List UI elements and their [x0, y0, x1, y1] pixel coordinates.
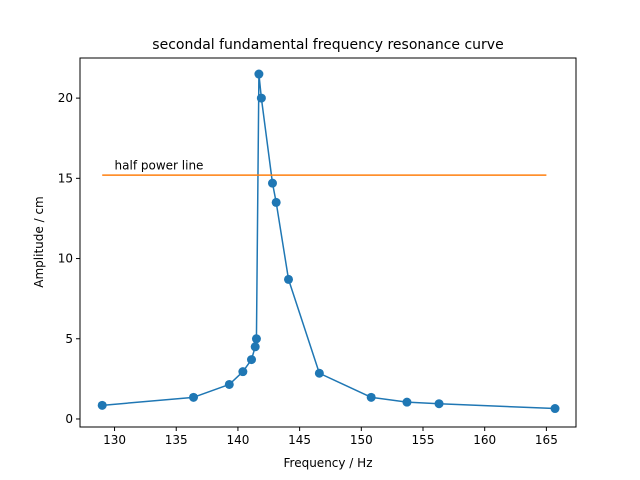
data-point — [189, 392, 199, 402]
data-point — [402, 397, 412, 407]
annotation-layer: half power line — [115, 159, 204, 173]
y-axis-ticks: 0 5 10 15 20 — [58, 91, 80, 426]
x-axis-label: Frequency / Hz — [284, 456, 373, 470]
series-layer — [97, 69, 560, 414]
x-tick-label: 145 — [288, 433, 311, 447]
x-tick-label: 130 — [103, 433, 126, 447]
y-tick-label: 20 — [58, 91, 73, 105]
data-point — [256, 93, 266, 103]
data-point — [250, 342, 260, 352]
chart-title: secondal fundamental frequency resonance… — [152, 37, 503, 53]
half-power-annotation: half power line — [115, 159, 204, 173]
data-point — [314, 368, 324, 378]
data-point — [238, 367, 248, 377]
data-point — [97, 400, 107, 410]
x-tick-label: 140 — [226, 433, 249, 447]
y-tick-label: 15 — [58, 171, 73, 185]
axes-frame — [79, 57, 577, 428]
data-point — [254, 69, 264, 79]
x-tick-label: 155 — [412, 433, 435, 447]
data-point — [434, 399, 444, 409]
data-point — [251, 334, 261, 344]
data-point — [267, 178, 277, 188]
x-tick-label: 150 — [350, 433, 373, 447]
x-tick-label: 135 — [165, 433, 188, 447]
y-tick-label: 10 — [58, 252, 73, 266]
data-point — [550, 404, 560, 414]
data-point — [271, 197, 281, 207]
data-point — [366, 392, 376, 402]
data-point — [284, 274, 294, 284]
data-point — [224, 379, 234, 389]
x-axis-ticks: 130 135 140 145 150 155 160 165 — [103, 427, 558, 447]
y-axis-label: Amplitude / cm — [32, 196, 46, 287]
x-tick-label: 160 — [473, 433, 496, 447]
x-tick-label: 165 — [535, 433, 558, 447]
data-point — [247, 355, 257, 365]
y-tick-label: 0 — [65, 412, 73, 426]
y-tick-label: 5 — [65, 332, 73, 346]
